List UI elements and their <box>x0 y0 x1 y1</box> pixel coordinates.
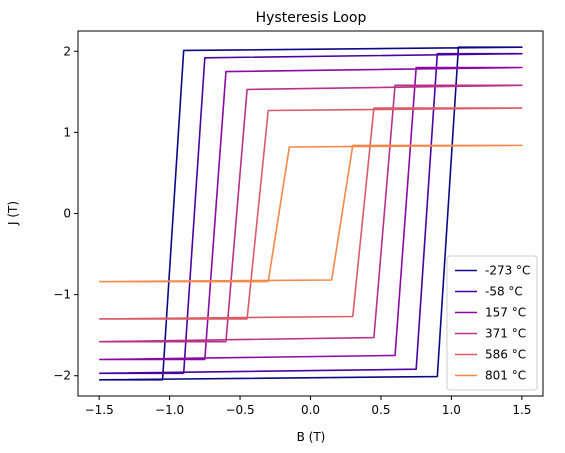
legend-entry: 371 °C <box>485 327 526 341</box>
legend-entry: 586 °C <box>485 348 526 362</box>
x-tick-label: −1.5 <box>85 403 114 417</box>
series-line-0 <box>99 46 523 381</box>
y-tick-label: −1 <box>53 288 71 302</box>
series-layer <box>99 46 523 381</box>
x-tick-label: −1.0 <box>155 403 184 417</box>
legend-entry: -273 °C <box>485 264 530 278</box>
x-tick-label: −0.5 <box>225 403 254 417</box>
legend: -273 °C -58 °C 157 °C 371 °C 586 °C 801 °C <box>446 255 538 391</box>
legend-entry: -58 °C <box>485 285 523 299</box>
series-line-3 <box>99 84 523 343</box>
y-axis: −2 −1 0 1 2 <box>53 44 78 383</box>
legend-entry: 801 °C <box>485 369 526 383</box>
y-axis-label: J (T) <box>6 201 20 226</box>
x-axis-label: B (T) <box>297 430 326 444</box>
legend-entry: 157 °C <box>485 306 526 320</box>
series-line-4 <box>99 107 523 320</box>
y-tick-label: −2 <box>53 369 71 383</box>
y-tick-label: 1 <box>63 125 71 139</box>
y-tick-label: 0 <box>63 207 71 221</box>
chart-title: Hysteresis Loop <box>256 10 367 26</box>
x-tick-label: 0.0 <box>301 403 320 417</box>
y-tick-label: 2 <box>63 44 71 58</box>
x-axis: −1.5 −1.0 −0.5 0.0 0.5 1.0 1.5 <box>85 396 531 417</box>
legend-box <box>446 255 538 391</box>
series-line-5 <box>99 144 523 283</box>
series-line-1 <box>99 52 523 375</box>
x-tick-label: 1.5 <box>512 403 531 417</box>
series-line-2 <box>99 66 523 361</box>
x-tick-label: 0.5 <box>371 403 390 417</box>
x-tick-label: 1.0 <box>442 403 461 417</box>
